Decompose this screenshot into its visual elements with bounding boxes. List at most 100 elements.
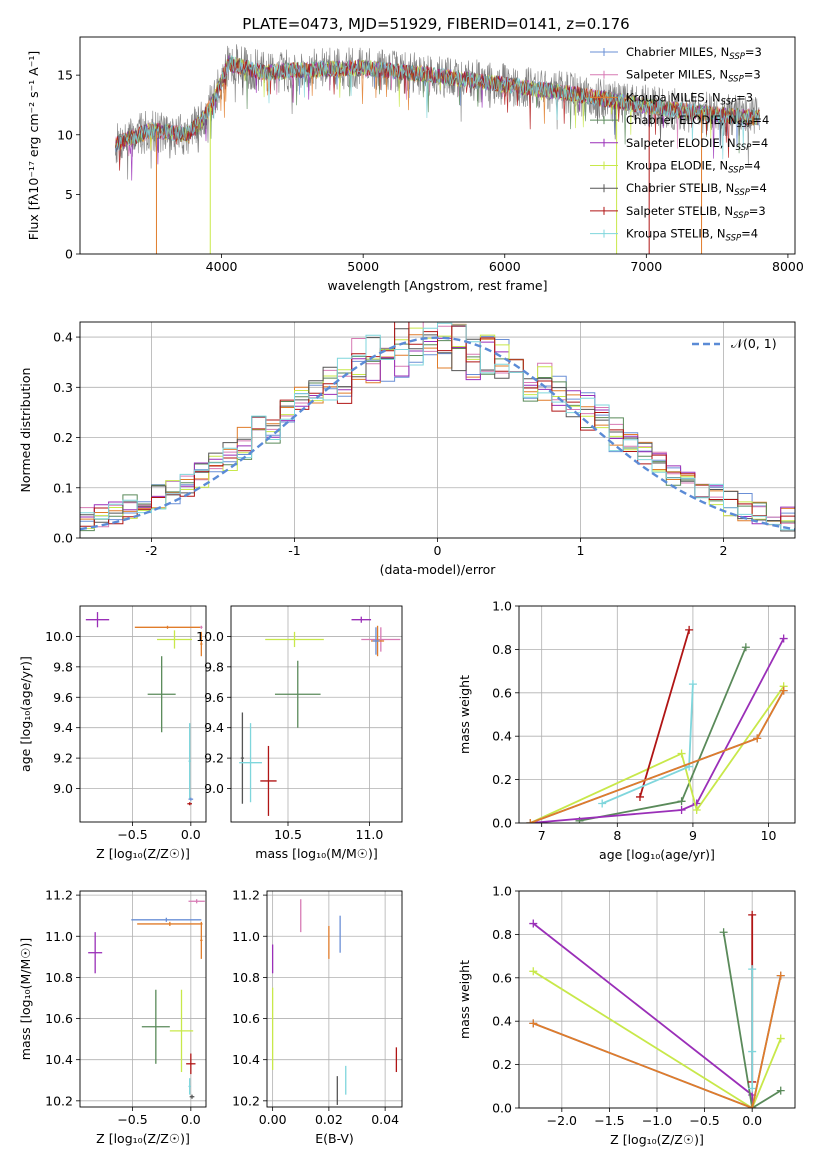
weight_vs_age-ylabel: mass weight [457, 675, 472, 754]
mass_vs_EBV-ytick-label: 10.2 [232, 1093, 260, 1108]
age_vs_Z-ytick-label: 9.0 [53, 781, 73, 796]
mass_vs_EBV-xtick-label: 0.04 [371, 1112, 399, 1127]
figure-title: PLATE=0473, MJD=51929, FIBERID=0141, z=0… [242, 15, 629, 33]
weight-point-kroupa_elodie [776, 1034, 785, 1043]
weight_vs_Z-ticks: −2.0 −1.5 −1.0 −0.5 0.0 0.0 0.2 0.4 0.6 0.8 1.0 [492, 884, 762, 1129]
histogram-legend-label: 𝒩(0, 1) [731, 336, 777, 351]
histogram-step-kroupa_miles [80, 323, 795, 522]
weight_vs_age-ytick-label: 0.6 [492, 685, 512, 700]
normal-distribution-curve [80, 336, 795, 531]
weight-line-salpeter_stelib [639, 629, 690, 798]
spectrum-xtick-label: 6000 [489, 259, 521, 274]
residual_hist-ticks: -2 -1 0 1 2 0.0 0.1 0.2 0.3 0.4 [53, 330, 727, 558]
age_vs_mass-ytick-label: 9.8 [204, 659, 224, 674]
age_vs_mass-ytick-label: 9.6 [204, 690, 224, 705]
weight_vs_Z-frame [518, 890, 796, 1109]
weight_vs_Z-ytick-label: 0.0 [492, 1101, 512, 1116]
mass_vs_Z-xtick-label: −0.5 [117, 1112, 147, 1127]
weight-point-kroupa_elodie [692, 805, 701, 814]
residual_hist-xtick-label: 0 [434, 543, 442, 558]
mass_vs_Z-ytick-label: 11.2 [45, 888, 73, 903]
residual_hist-xlabel: (data-model)/error [380, 562, 497, 577]
age_vs_Z-ytick-label: 9.4 [53, 720, 73, 735]
age_vs_mass-xlabel: mass [log₁₀(M/M☉)] [255, 846, 377, 861]
weight-point-salpeter_elodie [779, 634, 788, 643]
age_vs_Z-xtick-label: 0.0 [181, 827, 201, 842]
spectrum-legend-label: Chabrier ELODIE, NSSP=4 [626, 113, 769, 130]
weight-line-kroupa_elodie [532, 970, 782, 1108]
weight_vs_age-frame [518, 605, 796, 824]
residual_hist-ytick-label: 0.2 [53, 430, 73, 445]
weight_vs_Z-xtick-label: −1.5 [594, 1113, 624, 1128]
mass_vs_Z-frame [79, 890, 207, 1108]
panel-age_vs_Z: −0.5 0.0 9.0 9.2 9.4 9.6 9.8 10.0 Z [log₁₀(Z/Z☉)… [18, 605, 207, 861]
weight-point-kroupa_miles [779, 686, 788, 695]
weight_vs_Z-xtick-label: −0.5 [689, 1113, 719, 1128]
weight_vs_Z-xtick-label: −1.0 [642, 1113, 672, 1128]
weight_vs_Z-ytick-label: 0.8 [492, 927, 512, 942]
spectrum-xtick-label: 4000 [206, 259, 238, 274]
weight-point-kroupa_stelib [598, 799, 607, 808]
weight-point-chabrier_elodie [719, 928, 728, 937]
age_vs_mass-frame [230, 605, 403, 823]
weight-point-kroupa_miles [753, 734, 762, 743]
panel-spectrum: 4000 5000 6000 7000 8000 0 5 10 15 wavelength [An… [26, 36, 804, 293]
weight-point-salpeter_stelib [685, 625, 694, 634]
spectrum-legend-label: Salpeter ELODIE, NSSP=4 [626, 136, 768, 153]
weight-point-kroupa_miles [776, 971, 785, 980]
mass_vs_EBV-xlabel: E(B-V) [315, 1131, 354, 1146]
weight-point-salpeter_stelib [635, 792, 644, 801]
weight_vs_age-plot-area [526, 625, 788, 823]
mass_vs_EBV-frame [266, 890, 403, 1108]
spectrum-ylabel: Flux [fλ10⁻¹⁷ erg cm⁻² s⁻¹ A⁻¹] [26, 51, 41, 240]
spectrum-model-line-kroupa_stelib [115, 55, 760, 160]
weight_vs_age-xtick-label: 10 [761, 828, 777, 843]
weight-line-chabrier_elodie [722, 932, 782, 1108]
spectrum-xtick-label: 7000 [630, 259, 662, 274]
spectrum-ytick-label: 15 [57, 68, 73, 83]
age_vs_Z-ytick-label: 9.2 [53, 751, 73, 766]
spectrum-legend-label: Salpeter MILES, NSSP=3 [626, 68, 761, 85]
age_vs_Z-ylabel: age [log₁₀(age/yr)] [18, 656, 33, 772]
residual_hist-plot-area [80, 322, 795, 532]
weight-point-kroupa_stelib [748, 1084, 757, 1093]
residual_hist-ytick-label: 0.1 [53, 480, 73, 495]
weight_vs_age-ytick-label: 0.8 [492, 642, 512, 657]
mass_vs_Z-xtick-label: 0.0 [181, 1112, 201, 1127]
mass_vs_EBV-ytick-label: 10.8 [232, 970, 260, 985]
spectrum-xlabel: wavelength [Angstrom, rest frame] [327, 278, 547, 293]
weight_vs_age-xtick-label: 8 [613, 828, 621, 843]
weight_vs_age-ytick-label: 0.2 [492, 772, 512, 787]
weight-point-chabrier_elodie [677, 797, 686, 806]
spectrum-ytick-label: 5 [65, 187, 73, 202]
weight-point-salpeter_elodie [677, 805, 686, 814]
age_vs_mass-xtick-label: 10.5 [274, 827, 302, 842]
spectrum-legend-label: Salpeter STELIB, NSSP=3 [626, 204, 766, 221]
mass_vs_EBV-xtick-label: 0.02 [315, 1112, 343, 1127]
weight-point-kroupa_stelib [748, 965, 757, 974]
residual_hist-frame [79, 321, 796, 539]
weight_vs_age-ytick-label: 1.0 [492, 599, 512, 614]
weight-point-chabrier_elodie [776, 1086, 785, 1095]
weight-line-kroupa_miles [532, 975, 782, 1108]
mass_vs_Z-ytick-label: 10.2 [45, 1093, 73, 1108]
residual_hist-xtick-label: -1 [288, 543, 300, 558]
mass_vs_Z-ylabel: mass [log₁₀(M/M☉)] [18, 938, 33, 1060]
weight-point-salpeter_elodie [529, 919, 538, 928]
weight-point-kroupa_miles [748, 1104, 757, 1108]
weight-point-salpeter_stelib [748, 910, 757, 919]
weight_vs_age-ytick-label: 0.4 [492, 729, 512, 744]
residual_hist-xtick-label: 2 [720, 543, 728, 558]
mass_vs_Z-ytick-label: 10.4 [45, 1052, 73, 1067]
histogram-step-salpeter_stelib [80, 322, 795, 527]
weight_vs_Z-plot-area [529, 910, 785, 1108]
mass_vs_Z-ytick-label: 10.8 [45, 970, 73, 985]
weight_vs_Z-xtick-label: 0.0 [742, 1113, 762, 1128]
age_vs_Z-ytick-label: 9.8 [53, 659, 73, 674]
weight-point-kroupa_miles [526, 819, 535, 823]
weight-point-kroupa_stelib [688, 680, 697, 689]
age_vs_mass-ytick-label: 9.0 [204, 781, 224, 796]
panel-residual_hist: -2 -1 0 1 2 0.0 0.1 0.2 0.3 0.4 (data-model)/error… [18, 321, 796, 577]
age_vs_mass-ytick-label: 9.2 [204, 751, 224, 766]
